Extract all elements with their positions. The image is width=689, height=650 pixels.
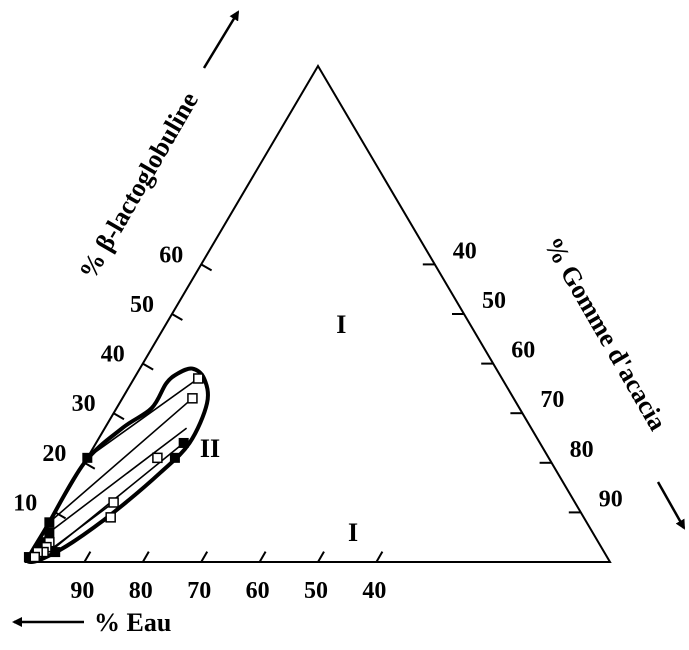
left-axis-title: % β-lactoglobuline — [73, 87, 204, 284]
left-tick-label: 40 — [101, 342, 125, 368]
filled-square-point — [50, 547, 61, 558]
bottom-tick-label: 90 — [70, 578, 94, 604]
bottom-tick-label: 60 — [246, 578, 270, 604]
right-tick-label: 80 — [570, 437, 594, 463]
left-tick-mark — [200, 263, 213, 272]
bottom-tick-mark — [200, 551, 209, 563]
right-tick-label: 70 — [540, 387, 564, 413]
open-square-point — [108, 497, 119, 508]
right-tick-label: 50 — [482, 288, 506, 314]
left-tick-mark — [113, 412, 125, 421]
phase-region-label: II — [200, 434, 220, 463]
left-tick-label: 50 — [130, 292, 154, 318]
phase-region-label: I — [336, 310, 346, 339]
data-points — [23, 373, 204, 563]
bottom-tick-mark — [141, 551, 150, 563]
left-axis-title-group: % β-lactoglobuline — [73, 87, 204, 284]
bottom-axis-ticks: 90 80 70 60 50 40 — [70, 551, 386, 604]
bottom-tick-mark — [83, 551, 92, 563]
left-tick-mark — [54, 511, 67, 520]
right-tick-label: 40 — [453, 238, 477, 264]
left-tick-mark — [142, 362, 154, 371]
left-axis-arrow — [202, 10, 240, 69]
filled-square-point — [169, 452, 180, 463]
right-axis-arrow — [656, 481, 686, 530]
tie-line — [48, 427, 188, 533]
bottom-tick-mark — [317, 551, 325, 563]
filled-square-point — [44, 517, 55, 528]
open-square-point — [187, 393, 198, 404]
binodal-curve — [25, 366, 210, 565]
bottom-tick-label: 50 — [304, 578, 328, 604]
bottom-tick-label: 80 — [129, 578, 153, 604]
open-square-point — [193, 373, 204, 384]
left-tick-label: 20 — [42, 441, 66, 467]
triangle-frame — [24, 64, 612, 563]
bottom-tick-mark — [258, 551, 267, 563]
tie-line — [86, 377, 199, 459]
open-square-point — [29, 551, 41, 563]
left-tick-label: 30 — [72, 391, 96, 417]
open-square-point — [152, 452, 163, 464]
tie-lines — [40, 377, 199, 558]
filled-square-point — [82, 452, 93, 463]
left-tick-label: 10 — [13, 490, 37, 516]
open-square-point — [105, 512, 116, 523]
bottom-tick-label: 40 — [362, 578, 386, 604]
bottom-tick-label: 70 — [187, 578, 211, 604]
filled-square-point — [44, 527, 55, 538]
filled-square-point — [178, 437, 189, 448]
left-tick-mark — [171, 313, 183, 321]
bottom-axis-title: % Eau — [94, 608, 171, 637]
right-tick-label: 90 — [599, 486, 623, 512]
right-tick-label: 60 — [511, 338, 535, 364]
left-tick-label: 60 — [159, 242, 183, 268]
tie-line — [48, 397, 193, 523]
phase-region-label: I — [348, 518, 358, 547]
bottom-tick-mark — [375, 551, 384, 563]
